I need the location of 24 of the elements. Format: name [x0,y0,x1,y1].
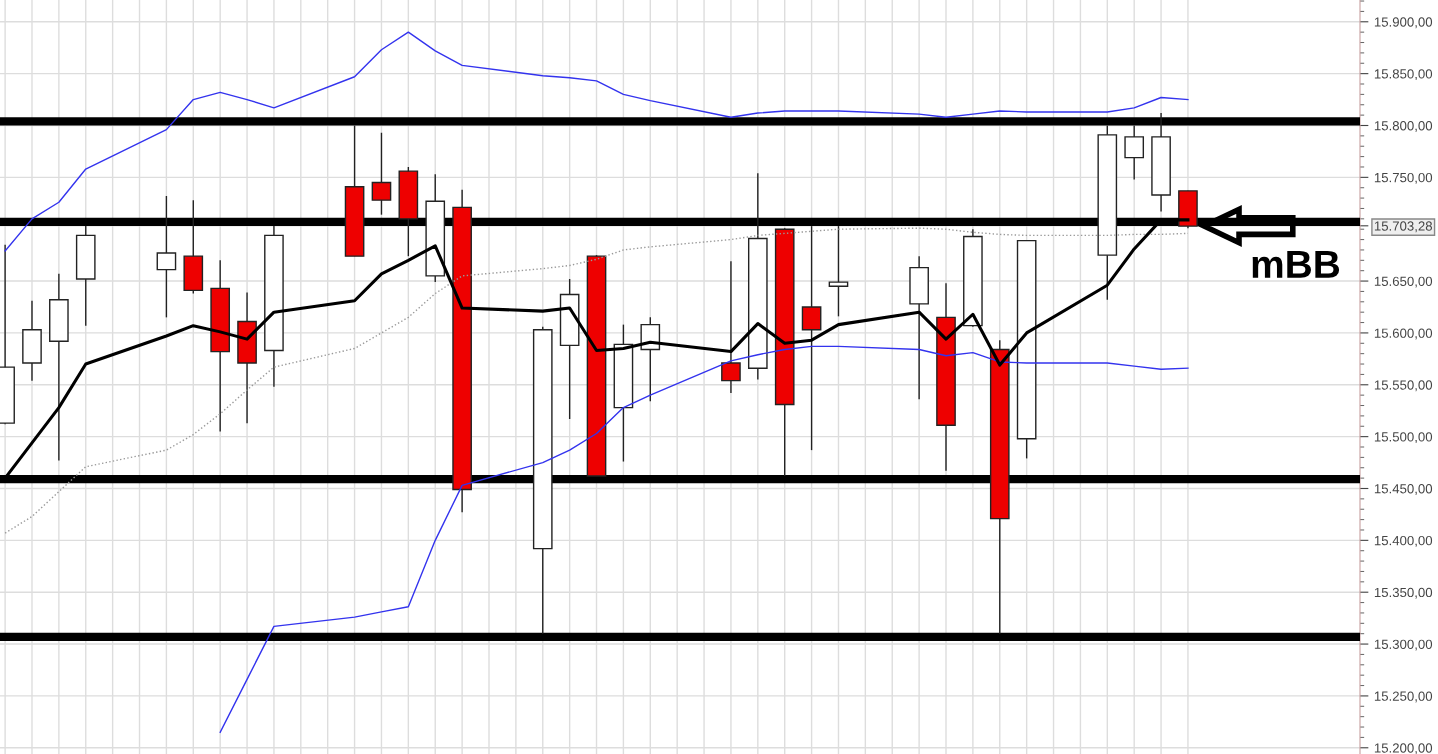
candlestick [156,195,177,319]
candlestick [801,225,822,451]
candlestick [371,132,392,216]
y-tick-label: 15.450,00 [1374,484,1433,495]
y-tick-label: 15.703,28 [1374,221,1433,233]
y-tick-label: 15.400,00 [1374,535,1433,547]
y-tick-label: 15.800,00 [1374,121,1433,132]
y-tick-label: 15.600,00 [1374,328,1433,340]
candlestick [721,260,741,394]
y-tick-label: 15.900,00 [1374,17,1433,29]
line-series [219,345,1189,733]
text: mBB [1252,250,1340,278]
line-series [4,31,1189,252]
y-tick-label: 15.650,00 [1374,276,1433,288]
y-tick-label: 15.350,00 [1374,587,1433,599]
y-tick-label: 15.250,00 [1374,691,1433,703]
y-tick-label: 15.850,00 [1374,69,1433,81]
candlestick [828,225,849,318]
y-tick-label: 15.200,00 [1374,743,1433,754]
y-tick-label: 15.550,00 [1374,380,1433,392]
candlestick [1124,124,1145,181]
y-tick-label: 15.500,00 [1374,432,1433,444]
y-tick-label: 15.300,00 [1374,639,1433,651]
y-tick-label: 15.750,00 [1374,172,1433,184]
